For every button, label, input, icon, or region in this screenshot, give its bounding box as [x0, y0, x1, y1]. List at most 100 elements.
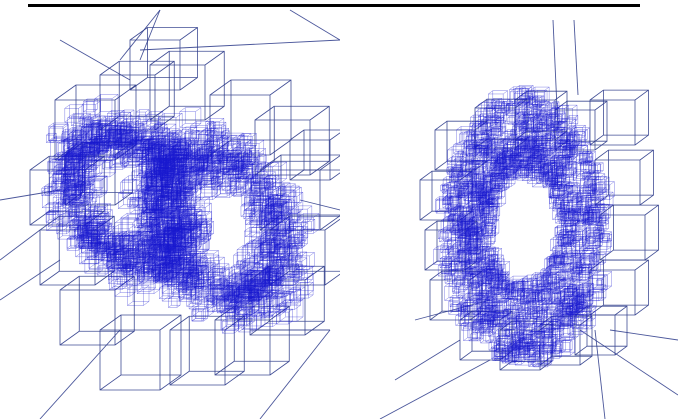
fine-cell — [147, 210, 165, 228]
fine-cell — [551, 164, 563, 175]
fine-cell — [94, 203, 108, 217]
fine-cell — [486, 188, 507, 207]
coarse-cell — [254, 105, 330, 176]
fine-cell — [530, 328, 549, 346]
coarse-cell — [599, 204, 659, 261]
fine-cell — [579, 253, 599, 272]
fine-cell — [508, 275, 528, 294]
fine-cell — [594, 181, 615, 200]
fine-cell — [526, 167, 545, 184]
fine-cell — [522, 107, 532, 117]
fine-cell — [557, 104, 578, 124]
fine-cell — [518, 301, 531, 314]
fine-cell — [532, 284, 551, 302]
fine-cell — [57, 198, 78, 218]
fine-cell — [469, 160, 488, 178]
fine-cell — [501, 139, 514, 152]
fine-cell — [549, 121, 565, 136]
fine-cell — [238, 133, 252, 146]
fine-cell — [542, 149, 558, 164]
fine-cell — [476, 269, 493, 284]
fine-cell — [160, 255, 185, 278]
fine-cell — [108, 239, 133, 263]
fine-cell — [294, 266, 313, 284]
fine-cell — [528, 354, 542, 367]
fine-cell — [469, 267, 477, 275]
fine-cell — [140, 231, 152, 242]
fine-cell — [534, 122, 545, 133]
projection-line — [573, 19, 579, 96]
fine-cell — [236, 260, 246, 269]
fine-cell — [243, 208, 256, 220]
fine-cell — [524, 302, 538, 315]
fine-cell — [495, 143, 508, 155]
fine-cell — [514, 90, 530, 105]
fine-cell — [547, 160, 560, 172]
fine-cell — [266, 260, 283, 276]
fine-cell — [106, 116, 119, 128]
fine-cell — [83, 119, 94, 128]
fine-cell — [265, 276, 289, 299]
fine-cell — [505, 351, 518, 363]
fine-cell — [279, 245, 291, 257]
fine-cell — [555, 337, 575, 356]
projection-line — [139, 39, 340, 51]
projection-line — [394, 339, 461, 381]
fine-cell — [146, 111, 164, 127]
fine-cell — [191, 308, 206, 322]
fine-cell — [262, 265, 283, 284]
fine-cell — [470, 208, 484, 221]
fine-cell — [564, 182, 580, 197]
fine-cell — [486, 302, 495, 310]
fine-cell — [447, 186, 463, 201]
fine-cell — [194, 148, 204, 158]
fine-cell — [502, 137, 522, 156]
fine-cell — [168, 225, 183, 239]
fine-cell — [129, 197, 141, 208]
fine-cell — [503, 306, 524, 325]
coarse-cell — [59, 275, 135, 346]
fine-cell — [165, 136, 178, 149]
fine-cell — [91, 115, 101, 125]
fine-cell — [49, 173, 71, 194]
fine-cell — [505, 103, 520, 116]
fine-cell — [451, 228, 470, 247]
fine-cell — [129, 139, 152, 161]
fine-cell — [222, 318, 239, 334]
fine-cell — [222, 282, 240, 299]
fine-cell — [199, 250, 219, 268]
fine-cell — [255, 162, 279, 185]
fine-cell — [469, 146, 489, 165]
fine-cell — [284, 243, 303, 260]
fine-cell — [175, 151, 187, 162]
fine-cell — [526, 95, 539, 108]
fine-cell — [97, 241, 110, 254]
fine-cell — [221, 280, 234, 292]
fine-cell — [469, 121, 484, 135]
fine-cell — [472, 318, 488, 333]
projection-line — [579, 329, 678, 396]
fine-cell — [533, 107, 545, 118]
fine-cell — [135, 114, 148, 126]
fine-cell — [517, 136, 529, 148]
fine-cell — [452, 286, 461, 294]
fine-cell — [283, 237, 300, 253]
fine-cell — [549, 338, 566, 354]
fine-cell — [529, 298, 547, 314]
fine-cell — [568, 131, 586, 148]
fine-cell — [560, 234, 574, 247]
fine-cell — [477, 230, 495, 247]
fine-cell — [462, 140, 478, 154]
fine-cell — [277, 287, 301, 310]
fine-cell — [120, 143, 146, 167]
fine-cell — [474, 213, 489, 227]
fine-cell — [114, 277, 136, 297]
fine-cell — [248, 286, 264, 301]
fine-cell — [64, 163, 89, 186]
fine-cell — [446, 156, 466, 175]
coarse-cell — [269, 215, 340, 286]
fine-cell — [515, 112, 529, 125]
fine-cell — [84, 141, 94, 150]
fine-cell — [504, 164, 518, 177]
fine-cell — [63, 137, 78, 151]
